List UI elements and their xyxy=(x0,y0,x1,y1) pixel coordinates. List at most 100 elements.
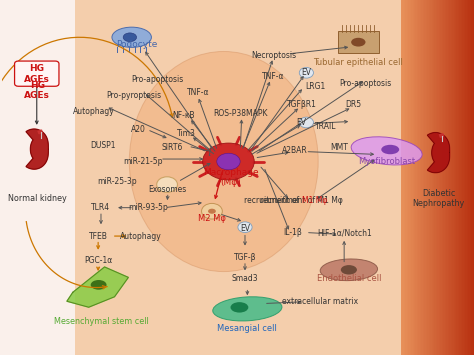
Text: Mesangial cell: Mesangial cell xyxy=(218,324,277,333)
Ellipse shape xyxy=(112,27,151,47)
Bar xyxy=(424,0,427,355)
Circle shape xyxy=(299,67,313,78)
Text: miR-25-3p: miR-25-3p xyxy=(98,176,137,186)
Bar xyxy=(426,0,428,355)
Bar xyxy=(449,0,452,355)
Bar xyxy=(473,0,474,355)
Bar xyxy=(468,0,471,355)
Text: Mesenchymal stem cell: Mesenchymal stem cell xyxy=(54,317,148,326)
Text: EV: EV xyxy=(240,224,250,234)
Ellipse shape xyxy=(203,143,254,180)
Bar xyxy=(456,0,459,355)
Bar xyxy=(462,0,465,355)
Ellipse shape xyxy=(217,153,240,170)
FancyBboxPatch shape xyxy=(337,31,379,53)
Text: A2BAR: A2BAR xyxy=(282,146,308,155)
Text: Podocyte: Podocyte xyxy=(116,40,157,49)
Polygon shape xyxy=(26,129,48,169)
Bar xyxy=(442,0,444,355)
Bar xyxy=(454,0,456,355)
Ellipse shape xyxy=(341,265,357,274)
Bar xyxy=(436,0,438,355)
Bar xyxy=(443,0,446,355)
Text: Tubular epithelial cell: Tubular epithelial cell xyxy=(313,58,403,67)
Text: Pro-apoptosis: Pro-apoptosis xyxy=(131,75,184,84)
Bar xyxy=(430,0,432,355)
Bar xyxy=(427,0,429,355)
Bar xyxy=(423,0,425,355)
Ellipse shape xyxy=(91,280,107,290)
Text: Myofibroblast: Myofibroblast xyxy=(358,157,415,166)
Bar xyxy=(447,0,450,355)
Text: Smad3: Smad3 xyxy=(232,274,258,283)
Bar xyxy=(402,0,405,355)
Text: recruitment of M1 Mφ: recruitment of M1 Mφ xyxy=(260,196,343,205)
Text: Autophagy: Autophagy xyxy=(73,107,115,116)
Text: TFEB: TFEB xyxy=(89,231,108,241)
Bar xyxy=(433,0,436,355)
Ellipse shape xyxy=(351,38,365,47)
Bar xyxy=(435,0,437,355)
Text: Tim3: Tim3 xyxy=(176,129,195,138)
Text: Pro-pyroptosis: Pro-pyroptosis xyxy=(107,91,162,100)
Bar xyxy=(459,0,462,355)
Ellipse shape xyxy=(320,259,378,281)
Bar xyxy=(458,0,460,355)
Text: HG
AGEs: HG AGEs xyxy=(24,81,50,100)
Bar xyxy=(439,0,441,355)
Text: SIRT6: SIRT6 xyxy=(161,143,182,152)
Ellipse shape xyxy=(123,33,137,42)
Bar xyxy=(404,0,406,355)
Text: NF-κB: NF-κB xyxy=(173,111,195,120)
Text: HIF-1α/Notch1: HIF-1α/Notch1 xyxy=(317,228,372,237)
Bar xyxy=(421,0,424,355)
Bar xyxy=(411,0,413,355)
Text: DR5: DR5 xyxy=(346,100,362,109)
Text: LRG1: LRG1 xyxy=(306,82,326,92)
Bar xyxy=(446,0,448,355)
Ellipse shape xyxy=(381,145,399,154)
Polygon shape xyxy=(38,130,42,134)
Ellipse shape xyxy=(230,302,248,312)
Bar xyxy=(440,0,443,355)
Circle shape xyxy=(238,222,252,233)
Bar xyxy=(455,0,457,355)
Text: MMT: MMT xyxy=(330,143,348,152)
Text: miR-21-5p: miR-21-5p xyxy=(124,157,163,166)
Bar xyxy=(401,0,403,355)
Text: EV: EV xyxy=(301,68,311,77)
Text: Pro-apoptosis: Pro-apoptosis xyxy=(339,79,392,88)
Bar xyxy=(428,0,431,355)
Text: recruitment of: recruitment of xyxy=(244,196,301,205)
Bar xyxy=(417,0,419,355)
Bar xyxy=(438,0,440,355)
Ellipse shape xyxy=(351,137,422,165)
Bar xyxy=(75,0,401,355)
Text: IL-1β: IL-1β xyxy=(283,228,301,237)
Text: Macrophage
(Mφ): Macrophage (Mφ) xyxy=(203,168,259,187)
Bar xyxy=(471,0,474,355)
Ellipse shape xyxy=(129,51,318,272)
Text: miR-93-5p: miR-93-5p xyxy=(128,203,168,212)
Text: PGC-1α: PGC-1α xyxy=(84,256,113,266)
Text: TNF-α: TNF-α xyxy=(187,88,209,97)
Circle shape xyxy=(201,203,222,219)
Bar xyxy=(410,0,412,355)
Bar xyxy=(412,0,415,355)
Bar xyxy=(464,0,466,355)
Text: Autophagy: Autophagy xyxy=(120,231,162,241)
Bar xyxy=(414,0,416,355)
Bar xyxy=(451,0,453,355)
Text: TNF-α: TNF-α xyxy=(262,72,284,81)
Text: DUSP1: DUSP1 xyxy=(91,141,116,150)
Text: TGF-β: TGF-β xyxy=(234,253,256,262)
Bar xyxy=(415,0,418,355)
Text: M2 Mφ: M2 Mφ xyxy=(198,214,226,223)
Bar xyxy=(470,0,472,355)
Text: HG
AGEs: HG AGEs xyxy=(24,64,50,83)
Bar xyxy=(2,0,75,355)
Bar xyxy=(461,0,463,355)
Bar xyxy=(445,0,447,355)
Polygon shape xyxy=(439,133,444,137)
Text: A20: A20 xyxy=(131,125,146,134)
